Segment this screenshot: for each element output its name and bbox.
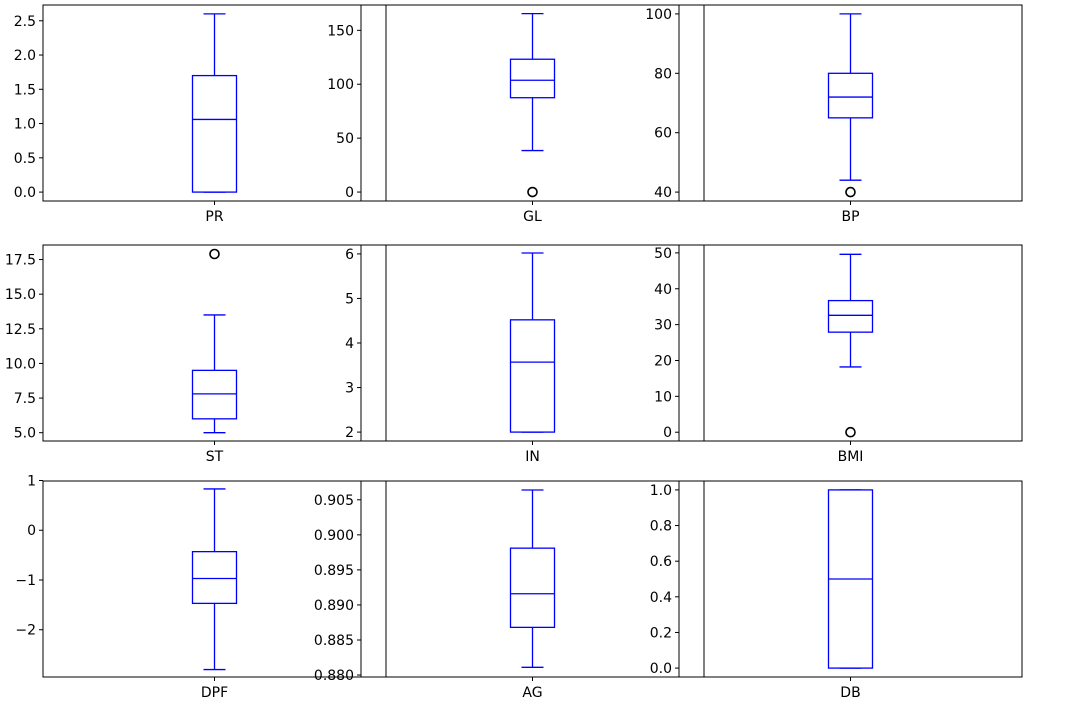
y-tick-label: 17.5 <box>5 253 36 269</box>
y-tick-label: 0 <box>663 425 672 441</box>
y-tick-label: −1 <box>15 573 36 589</box>
outlier-point <box>845 186 856 198</box>
y-tick-label: 40 <box>654 282 672 298</box>
outlier-point <box>845 426 856 438</box>
y-tick-label: 100 <box>327 77 354 93</box>
y-tick-label: 3 <box>345 381 354 397</box>
iqr-box <box>509 58 556 99</box>
y-tick-label: 100 <box>645 7 672 23</box>
subplot-in: 2 3 4 5 6 IN <box>345 244 705 465</box>
iqr-box <box>827 72 874 119</box>
y-tick-label: 0.900 <box>314 528 354 544</box>
y-tick-label: 10.0 <box>5 356 36 372</box>
subplot-gl: 0 50 100 150 GL <box>327 4 705 225</box>
x-tick-label: DB <box>840 685 860 701</box>
y-tick-label: 0 <box>27 523 36 539</box>
outlier-point <box>527 186 538 198</box>
x-tick-label: PR <box>205 209 223 225</box>
y-tick-label: 1.5 <box>14 82 36 98</box>
y-tick-label: 2.0 <box>14 48 36 64</box>
y-tick-label: 0.0 <box>650 661 672 677</box>
y-tick-label: 0 <box>345 185 354 201</box>
y-tick-label: 2 <box>345 425 354 441</box>
x-tick-label: BMI <box>838 449 864 465</box>
y-tick-label: 7.5 <box>14 391 36 407</box>
y-tick-label: 0.905 <box>314 493 354 509</box>
iqr-box <box>191 369 238 420</box>
y-tick-label: 5 <box>345 291 354 307</box>
outlier-point <box>209 248 220 260</box>
y-tick-label: 4 <box>345 336 354 352</box>
y-tick-label: 1.0 <box>650 483 672 499</box>
subplot-bp: 40 60 80 100 BP <box>645 4 1023 225</box>
y-tick-label: 40 <box>654 185 672 201</box>
x-tick-label: AG <box>522 685 542 701</box>
x-tick-label: DPF <box>201 685 228 701</box>
iqr-box <box>191 550 238 605</box>
y-tick-label: −2 <box>15 623 36 639</box>
y-tick-label: 0.895 <box>314 563 354 579</box>
y-tick-label: 12.5 <box>5 322 36 338</box>
y-tick-label: 1 <box>27 474 36 490</box>
subplot-st: 5.0 7.5 10.0 12.5 15.0 17.5 ST <box>5 244 387 465</box>
iqr-box <box>509 319 556 433</box>
y-tick-label: 2.5 <box>14 14 36 30</box>
y-tick-label: 1.0 <box>14 117 36 133</box>
iqr-box <box>191 74 238 193</box>
y-tick-label: 0.2 <box>650 625 672 641</box>
subplot-ag: 0.880 0.885 0.890 0.895 0.900 0.905 AG <box>314 480 705 701</box>
x-tick-label: BP <box>841 209 859 225</box>
y-tick-label: 0.5 <box>14 151 36 167</box>
y-tick-label: 20 <box>654 353 672 369</box>
y-tick-label: 6 <box>345 247 354 263</box>
iqr-box <box>509 547 556 629</box>
y-tick-label: 30 <box>654 318 672 334</box>
y-tick-label: 50 <box>654 246 672 262</box>
y-tick-label: 150 <box>327 23 354 39</box>
y-tick-label: 0.8 <box>650 519 672 535</box>
y-tick-label: 0.885 <box>314 633 354 649</box>
subplot-bmi: 0 10 20 30 40 50 BMI <box>654 244 1023 465</box>
y-tick-label: 0.0 <box>14 185 36 201</box>
subplot-pr: 0.0 0.5 1.0 1.5 2.0 2.5 PR <box>14 4 387 225</box>
y-tick-label: 10 <box>654 389 672 405</box>
y-tick-label: 80 <box>654 66 672 82</box>
y-tick-label: 0.4 <box>650 590 672 606</box>
y-tick-label: 0.890 <box>314 598 354 614</box>
iqr-box <box>827 299 874 333</box>
x-tick-label: IN <box>525 449 540 465</box>
y-tick-label: 0.6 <box>650 554 672 570</box>
subplot-db: 0.0 0.2 0.4 0.6 0.8 1.0 DB <box>650 480 1023 701</box>
y-tick-label: 50 <box>336 131 354 147</box>
y-tick-label: 15.0 <box>5 287 36 303</box>
y-tick-label: 0.880 <box>314 668 354 684</box>
subplot-dpf: 1 0 −1 −2 DPF <box>15 474 387 701</box>
x-tick-label: GL <box>523 209 542 225</box>
x-tick-label: ST <box>206 449 224 465</box>
y-tick-label: 60 <box>654 126 672 142</box>
y-tick-label: 5.0 <box>14 426 36 442</box>
